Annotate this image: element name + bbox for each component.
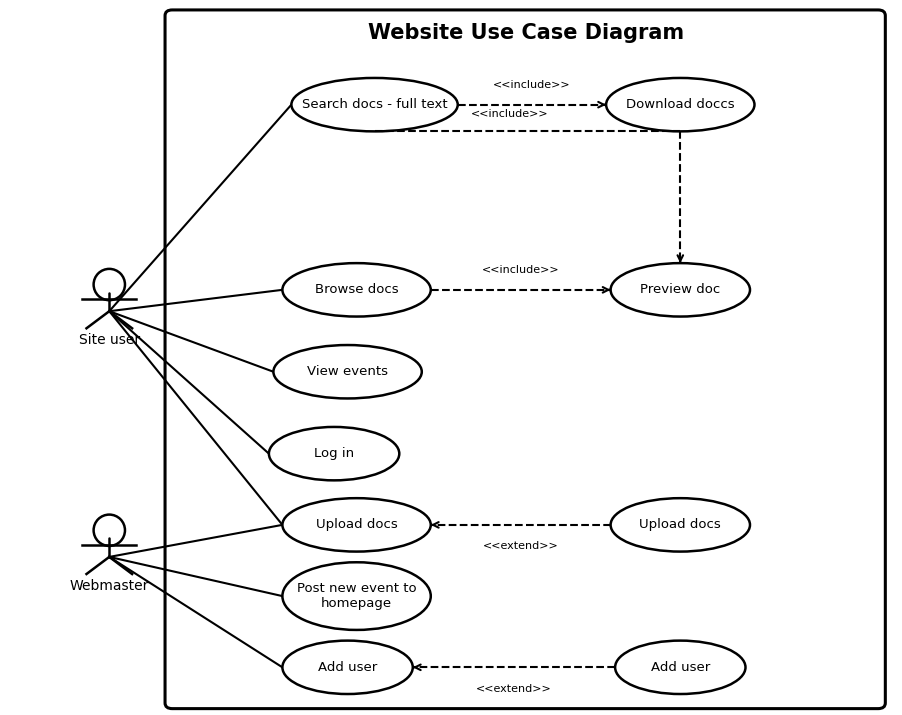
Text: <<extend>>: <<extend>> (483, 541, 558, 551)
Text: Website Use Case Diagram: Website Use Case Diagram (368, 24, 684, 44)
Ellipse shape (282, 498, 431, 551)
Text: Upload docs: Upload docs (640, 518, 722, 531)
Ellipse shape (282, 641, 413, 694)
Text: Download doccs: Download doccs (626, 98, 734, 111)
Ellipse shape (94, 515, 125, 546)
Text: <<include>>: <<include>> (471, 109, 548, 119)
Text: <<extend>>: <<extend>> (476, 684, 552, 694)
Ellipse shape (94, 269, 125, 300)
Text: Webmaster: Webmaster (69, 579, 149, 593)
Ellipse shape (611, 498, 750, 551)
FancyBboxPatch shape (165, 10, 886, 709)
Text: <<include>>: <<include>> (493, 79, 571, 89)
Ellipse shape (269, 427, 400, 480)
Ellipse shape (273, 345, 422, 398)
Text: Site user: Site user (78, 333, 140, 347)
Text: Add user: Add user (650, 661, 710, 674)
Ellipse shape (615, 641, 745, 694)
Ellipse shape (291, 78, 457, 132)
Text: Post new event to
homepage: Post new event to homepage (297, 582, 417, 610)
Ellipse shape (282, 263, 431, 317)
Ellipse shape (611, 263, 750, 317)
Text: Add user: Add user (318, 661, 377, 674)
Text: Upload docs: Upload docs (316, 518, 398, 531)
Text: Preview doc: Preview doc (640, 283, 721, 296)
Text: <<include>>: <<include>> (482, 265, 559, 275)
Text: Log in: Log in (314, 447, 354, 460)
Ellipse shape (606, 78, 754, 132)
Ellipse shape (282, 562, 431, 630)
Text: Browse docs: Browse docs (315, 283, 399, 296)
Text: Search docs - full text: Search docs - full text (302, 98, 447, 111)
Text: View events: View events (307, 365, 388, 378)
